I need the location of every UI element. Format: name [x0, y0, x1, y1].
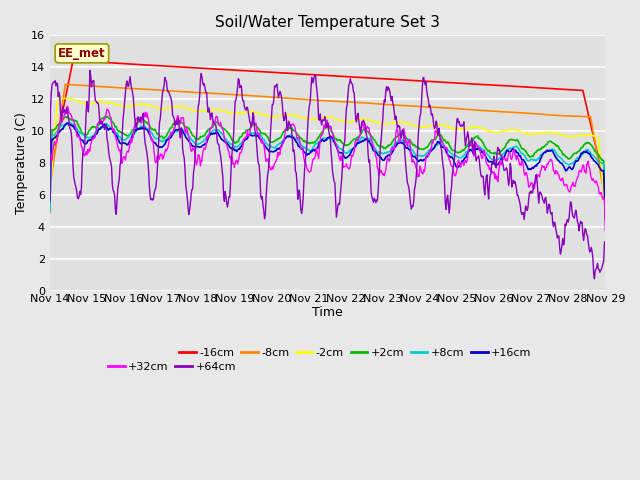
+32cm — [56, 119, 63, 125]
-2cm — [63, 96, 70, 101]
+8cm — [114, 131, 122, 137]
-8cm — [200, 90, 207, 96]
Line: +16cm: +16cm — [50, 123, 605, 218]
+8cm — [46, 210, 54, 216]
+32cm — [64, 103, 72, 109]
-2cm — [46, 193, 54, 199]
-16cm — [396, 77, 404, 83]
+8cm — [412, 152, 420, 158]
+64cm — [602, 239, 609, 244]
+16cm — [46, 197, 54, 203]
Line: -8cm: -8cm — [50, 84, 605, 200]
-16cm — [46, 173, 54, 179]
-16cm — [56, 123, 63, 129]
Legend: +32cm, +64cm: +32cm, +64cm — [104, 358, 240, 377]
+32cm — [412, 165, 420, 171]
Line: -16cm: -16cm — [50, 60, 605, 188]
+32cm — [170, 125, 178, 131]
+64cm — [86, 68, 94, 73]
-16cm — [602, 185, 609, 191]
Title: Soil/Water Temperature Set 3: Soil/Water Temperature Set 3 — [215, 15, 440, 30]
X-axis label: Time: Time — [312, 305, 343, 319]
-16cm — [412, 78, 420, 84]
+64cm — [170, 116, 178, 121]
Y-axis label: Temperature (C): Temperature (C) — [15, 112, 28, 214]
-8cm — [114, 85, 122, 91]
+8cm — [602, 204, 609, 210]
+64cm — [56, 94, 63, 99]
+32cm — [602, 228, 609, 234]
+16cm — [63, 120, 70, 126]
+16cm — [396, 140, 404, 146]
+8cm — [66, 120, 74, 125]
+16cm — [114, 136, 122, 142]
Line: +64cm: +64cm — [50, 71, 605, 279]
+64cm — [396, 124, 404, 130]
+16cm — [200, 142, 207, 148]
-2cm — [170, 104, 178, 109]
+8cm — [396, 137, 404, 143]
+64cm — [200, 82, 207, 88]
-8cm — [412, 103, 420, 109]
+8cm — [56, 124, 63, 130]
-2cm — [200, 108, 207, 114]
+2cm — [412, 144, 420, 150]
-8cm — [170, 88, 178, 94]
-2cm — [412, 123, 420, 129]
-16cm — [200, 65, 207, 71]
-8cm — [602, 197, 609, 203]
+2cm — [200, 133, 207, 139]
-2cm — [114, 102, 122, 108]
-16cm — [114, 60, 122, 66]
+32cm — [396, 139, 404, 145]
Line: -2cm: -2cm — [50, 98, 605, 208]
+16cm — [412, 156, 420, 161]
-2cm — [396, 119, 404, 125]
+8cm — [200, 138, 207, 144]
+2cm — [114, 127, 122, 133]
+32cm — [114, 144, 122, 149]
-8cm — [46, 185, 54, 191]
+16cm — [602, 216, 609, 221]
-16cm — [170, 64, 178, 70]
+16cm — [56, 129, 63, 134]
+64cm — [46, 199, 54, 205]
Text: EE_met: EE_met — [58, 47, 106, 60]
+8cm — [170, 128, 178, 134]
+64cm — [114, 186, 122, 192]
+64cm — [591, 276, 598, 282]
-8cm — [61, 82, 69, 87]
+16cm — [170, 130, 178, 135]
-16cm — [69, 58, 77, 63]
Line: +32cm: +32cm — [50, 106, 605, 231]
+32cm — [46, 193, 54, 199]
+2cm — [602, 201, 609, 207]
+2cm — [102, 114, 109, 120]
-2cm — [602, 205, 609, 211]
-8cm — [396, 103, 404, 108]
Line: +2cm: +2cm — [50, 117, 605, 211]
+2cm — [56, 120, 63, 126]
+64cm — [412, 177, 420, 182]
+2cm — [396, 131, 404, 137]
-8cm — [56, 118, 63, 123]
-2cm — [56, 96, 63, 102]
+2cm — [170, 121, 178, 127]
+2cm — [46, 208, 54, 214]
Line: +8cm: +8cm — [50, 122, 605, 213]
+32cm — [200, 147, 207, 153]
